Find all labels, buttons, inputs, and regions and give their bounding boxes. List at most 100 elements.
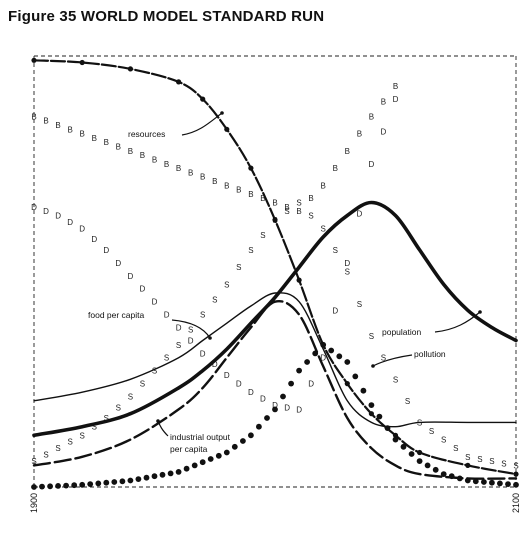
marker-d: D (55, 212, 61, 221)
pollution-dot (215, 452, 222, 459)
resources-line (32, 59, 518, 476)
pollution-dot (384, 425, 391, 431)
pollution-dot (280, 393, 286, 400)
marker-s: S (513, 461, 518, 470)
pollution-dot (497, 480, 503, 487)
pollution-dot (489, 479, 495, 486)
marker-s: S (441, 436, 446, 445)
pollution-dot (111, 479, 118, 485)
marker-s: S (357, 300, 362, 309)
marker-s: S (188, 326, 193, 335)
pollution-dot (296, 367, 302, 374)
pollution-dot (432, 466, 439, 473)
pollution-dot (472, 478, 479, 485)
marker-d: D (236, 380, 242, 389)
marker-s: S (465, 453, 470, 462)
marker-d: D (164, 311, 170, 320)
marker-b: B (357, 130, 362, 139)
resources-dot (79, 59, 85, 66)
marker-s: S (393, 375, 398, 384)
resources-dot (344, 381, 350, 387)
marker-s: S (55, 444, 60, 453)
annotation-label: food per capita (88, 310, 145, 320)
marker-s: S (321, 224, 326, 233)
marker-d: D (381, 127, 387, 136)
arrow-head (220, 111, 224, 115)
x-tick-label: 2100 (511, 493, 521, 513)
marker-s: S (68, 438, 73, 447)
pollution-dot (79, 481, 86, 488)
annotation-arrow (181, 112, 223, 136)
marker-d: D (272, 401, 278, 410)
pollution-dot (240, 438, 246, 444)
marker-b: B (345, 147, 350, 156)
marker-s: S (152, 367, 157, 376)
marker-b: B (92, 134, 97, 143)
pollution-dot (159, 471, 166, 478)
pollution-dot (352, 373, 359, 380)
marker-b: B (260, 194, 265, 203)
pollution-dot (199, 459, 206, 466)
marker-d: D (369, 160, 375, 169)
pollution-dot (127, 477, 134, 484)
annotation-label: industrial output (170, 432, 231, 442)
marker-s: S (236, 263, 241, 272)
resources-dot (224, 126, 230, 132)
pollution-dot (167, 470, 174, 477)
marker-b: B (104, 138, 109, 147)
resources-dot (296, 277, 302, 283)
marker-d: D (212, 360, 218, 369)
marker-b: B (55, 121, 60, 130)
resources-dot (31, 57, 37, 63)
pollution-dot (87, 481, 94, 487)
pollution-dot (47, 483, 53, 490)
marker-b: B (164, 160, 169, 169)
marker-d: D (344, 259, 350, 268)
marker-b: B (152, 155, 157, 164)
marker-s: S (128, 393, 133, 402)
marker-d: D (248, 388, 254, 397)
resources-dot (513, 471, 519, 477)
marker-d: D (224, 371, 230, 380)
marker-b: B (188, 168, 193, 177)
resources-dot (272, 217, 278, 223)
marker-b: B (224, 181, 229, 190)
marker-b: B (381, 97, 386, 106)
marker-d: D (128, 272, 134, 281)
pollution-dot (344, 359, 351, 365)
marker-s: S (164, 354, 169, 363)
pollution-dot (183, 465, 190, 472)
marker-d: D (200, 349, 206, 358)
marker-d: D (103, 246, 109, 255)
pollution-dot (368, 402, 375, 408)
resources-dot (127, 66, 133, 72)
marker-d: D (67, 218, 73, 227)
marker-s: S (104, 414, 109, 423)
pollution-dot (513, 481, 519, 488)
marker-b: B (140, 151, 145, 160)
pollution-dot (143, 474, 150, 481)
pollution-dot (312, 350, 319, 357)
marker-d: D (91, 235, 97, 244)
marker-s: S (453, 444, 458, 453)
pollution-dot (424, 462, 431, 469)
pollution-dot (175, 469, 182, 475)
x-tick-label: 1900 (29, 493, 39, 513)
marker-s: S (405, 397, 410, 406)
pollution-dot (336, 353, 343, 360)
pollution-dot (304, 359, 310, 365)
marker-b: B (284, 203, 289, 212)
marker-b: B (393, 82, 398, 91)
pollution-dot (151, 473, 158, 480)
marker-d: D (176, 324, 182, 333)
marker-d: D (140, 285, 146, 294)
marker-d: D (79, 224, 85, 233)
pollution-dot (360, 387, 367, 394)
resources-dot (465, 462, 471, 468)
pollution-dot (505, 481, 511, 487)
pollution-dot (328, 347, 335, 354)
marker-s: S (296, 199, 301, 208)
